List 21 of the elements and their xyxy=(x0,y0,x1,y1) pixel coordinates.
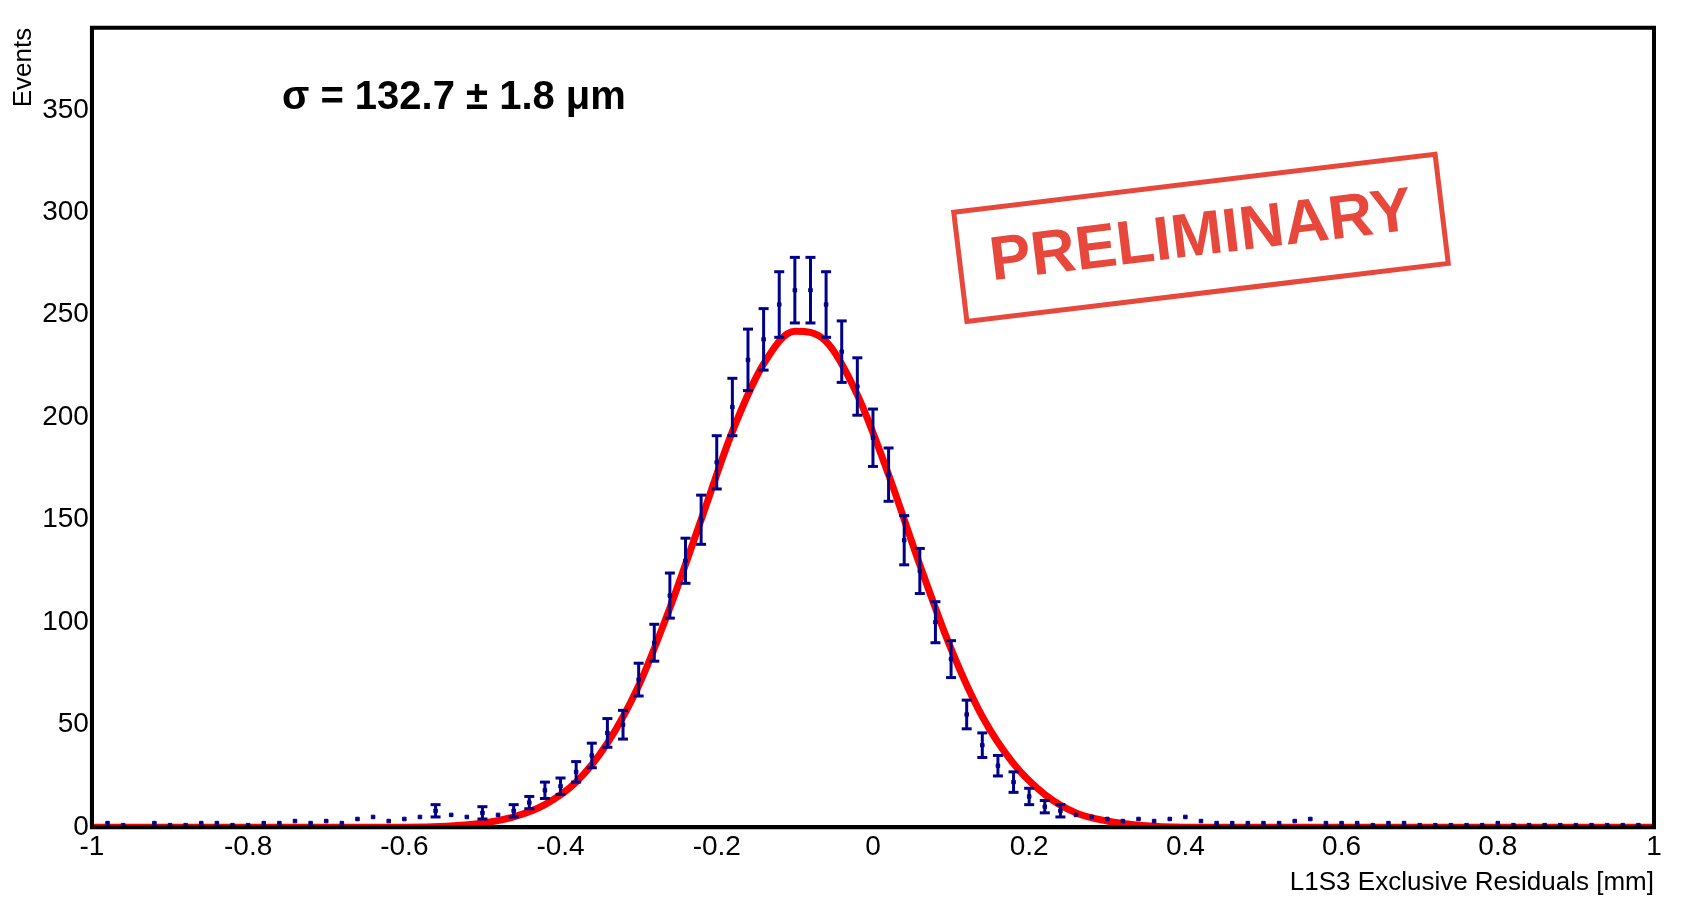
y-tick-label: 100 xyxy=(42,604,89,636)
y-tick-label: 50 xyxy=(57,707,89,739)
y-tick-label: 250 xyxy=(42,297,89,329)
x-tick-label: 0.2 xyxy=(1009,829,1049,861)
x-tick-label: -0.4 xyxy=(536,829,585,861)
y-tick-label: 350 xyxy=(42,92,89,124)
y-tick-label: 150 xyxy=(42,502,89,534)
x-tick-label: -0.2 xyxy=(692,829,741,861)
x-tick-label: 1 xyxy=(1646,829,1662,861)
annotation: σ = 132.7 ± 1.8 μm xyxy=(281,72,626,117)
x-tick-label: -0.6 xyxy=(380,829,429,861)
y-tick-label: 300 xyxy=(42,195,89,226)
x-tick-label: 0.8 xyxy=(1478,829,1518,861)
x-tick-label: 0 xyxy=(865,829,881,861)
x-tick-label: 0.6 xyxy=(1322,829,1362,861)
y-axis-title: Events xyxy=(6,27,37,108)
annotation: PRELIMINARY xyxy=(985,173,1416,294)
x-axis-title: L1S3 Exclusive Residuals [mm] xyxy=(1289,865,1654,896)
x-tick-label: 0.4 xyxy=(1165,829,1205,861)
y-tick-label: 200 xyxy=(42,399,89,431)
x-tick-label: -0.8 xyxy=(224,829,273,861)
